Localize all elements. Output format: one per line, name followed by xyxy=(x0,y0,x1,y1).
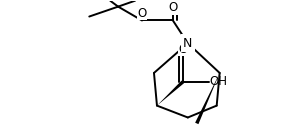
Polygon shape xyxy=(157,81,184,106)
Text: O: O xyxy=(138,7,147,19)
Text: O: O xyxy=(178,43,187,56)
Text: N: N xyxy=(183,37,193,50)
Text: O: O xyxy=(168,1,178,14)
Text: OH: OH xyxy=(210,75,228,88)
Polygon shape xyxy=(195,73,220,124)
